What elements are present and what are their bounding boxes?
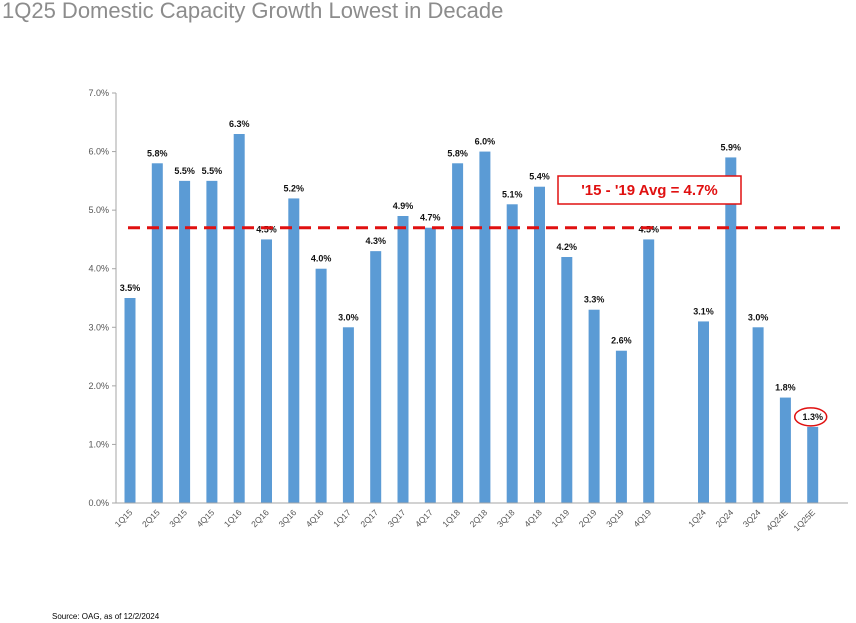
bar-2q18 xyxy=(479,151,491,504)
x-tick-label: 3Q24 xyxy=(741,507,763,529)
y-tick-label: 2.0% xyxy=(88,381,109,391)
y-axis: 0.0% 1.0% 2.0% 3.0% 4.0% 5.0% 6.0% 7.0% xyxy=(88,88,117,508)
y-tick-label: 6.0% xyxy=(88,147,109,157)
x-tick-label: 3Q17 xyxy=(386,507,408,529)
data-label: 5.5% xyxy=(174,166,195,176)
average-label: '15 - '19 Avg = 4.7% xyxy=(581,182,718,199)
data-label: 3.5% xyxy=(120,283,141,293)
data-label: 5.2% xyxy=(284,183,305,193)
bar-4q17 xyxy=(424,227,436,503)
bar-1q25e xyxy=(807,426,819,503)
x-tick-label: 1Q18 xyxy=(440,507,462,529)
x-tick-label: 4Q18 xyxy=(522,507,544,529)
chart-title: 1Q25 Domestic Capacity Growth Lowest in … xyxy=(2,0,504,23)
bar-3q15 xyxy=(179,180,191,503)
highlight-circle xyxy=(793,407,828,427)
x-tick-label: 3Q18 xyxy=(495,507,517,529)
bar-1q15 xyxy=(124,298,136,503)
bar-3q16 xyxy=(288,198,300,503)
x-tick-label: 3Q15 xyxy=(167,507,189,529)
bar-4q24e xyxy=(779,397,791,503)
bar-4q18 xyxy=(534,186,545,503)
bar-3q24 xyxy=(752,327,764,503)
y-tick-label: 5.0% xyxy=(88,205,109,215)
bar-2q17 xyxy=(370,251,382,503)
data-label: 1.8% xyxy=(775,383,796,393)
x-tick-label: 4Q24E xyxy=(764,507,790,533)
data-label: 4.2% xyxy=(557,242,578,252)
bar-1q16 xyxy=(233,134,245,503)
bar-1q19 xyxy=(561,257,573,503)
x-tick-label: 2Q19 xyxy=(577,507,599,529)
bar-3q18 xyxy=(506,204,518,504)
data-label: 3.0% xyxy=(748,312,769,322)
x-tick-label: 4Q16 xyxy=(304,507,326,529)
data-label: 4.7% xyxy=(420,213,441,223)
bar-1q17 xyxy=(342,327,354,503)
bar-2q16 xyxy=(261,239,272,503)
x-tick-label: 1Q15 xyxy=(113,507,135,529)
average-label-box xyxy=(557,175,742,205)
bar-1q24 xyxy=(698,321,709,503)
bar-3q19 xyxy=(615,350,627,503)
data-label: 5.4% xyxy=(529,172,550,182)
source-note: Source: OAG, as of 12/2/2024 xyxy=(52,612,160,621)
data-label: 6.3% xyxy=(229,119,250,129)
data-label: 6.0% xyxy=(475,137,496,147)
data-label: 4.5% xyxy=(638,224,659,234)
x-tick-label: 4Q17 xyxy=(413,507,435,529)
data-label: 5.1% xyxy=(502,189,523,199)
data-label: 4.3% xyxy=(365,236,386,246)
bar-4q16 xyxy=(315,268,327,503)
x-axis: 1Q15 2Q15 3Q15 4Q15 1Q16 2Q16 3Q16 4Q16 1Q17 2Q17… xyxy=(113,502,848,533)
y-tick-label: 1.0% xyxy=(88,439,109,449)
x-tick-label: 2Q24 xyxy=(713,507,735,529)
y-tick-label: 3.0% xyxy=(88,322,109,332)
bar-4q15 xyxy=(206,180,218,503)
data-label: 5.9% xyxy=(721,142,742,152)
data-label: 5.8% xyxy=(447,148,468,158)
y-tick-label: 4.0% xyxy=(88,264,109,274)
x-tick-label: 2Q17 xyxy=(358,507,380,529)
x-tick-label: 4Q19 xyxy=(631,507,653,529)
x-tick-label: 1Q25E xyxy=(791,507,817,533)
data-label: 3.1% xyxy=(693,306,714,316)
bar-3q17 xyxy=(397,216,409,503)
data-label: 3.3% xyxy=(584,295,605,305)
x-tick-label: 3Q19 xyxy=(604,507,626,529)
bar-1q18 xyxy=(452,163,464,504)
x-tick-label: 1Q19 xyxy=(549,507,571,529)
average-line-group: '15 - '19 Avg = 4.7% xyxy=(128,175,840,230)
bar-2q19 xyxy=(588,309,600,503)
bar-2q15 xyxy=(151,163,163,504)
y-tick-label: 0.0% xyxy=(88,498,109,508)
data-label: 5.5% xyxy=(202,166,223,176)
data-label: 1.3% xyxy=(802,412,823,422)
data-label: 5.8% xyxy=(147,148,168,158)
bar-4q19 xyxy=(643,239,655,503)
x-tick-label: 4Q15 xyxy=(195,507,217,529)
x-tick-label: 3Q16 xyxy=(276,507,298,529)
x-tick-label: 2Q16 xyxy=(249,507,271,529)
x-tick-label: 1Q24 xyxy=(686,507,708,529)
x-tick-label: 1Q17 xyxy=(331,507,353,529)
data-label: 4.9% xyxy=(393,201,414,211)
data-label: 2.6% xyxy=(611,336,632,346)
x-tick-label: 2Q15 xyxy=(140,507,162,529)
data-label: 4.0% xyxy=(311,254,332,264)
data-label: 4.5% xyxy=(256,224,277,234)
data-label: 3.0% xyxy=(338,312,359,322)
x-tick-label: 1Q16 xyxy=(222,507,244,529)
x-tick-label: 2Q18 xyxy=(468,507,490,529)
bar-series: 3.5% 5.8% 5.5% 5.5% 6.3% 4.5% 5.2% 4.0% 3.0% 4.3%… xyxy=(120,119,828,504)
bar-2q24 xyxy=(725,157,737,503)
y-tick-label: 7.0% xyxy=(88,88,109,98)
